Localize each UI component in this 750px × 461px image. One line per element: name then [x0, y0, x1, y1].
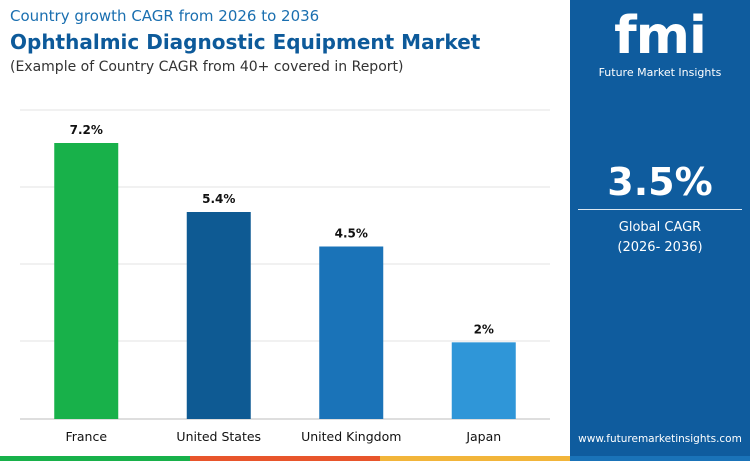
side-panel: fmi Future Market Insights 3.5% Global C… — [570, 0, 750, 461]
bar-united-states — [186, 212, 251, 419]
global-cagr-label: Global CAGR — [618, 220, 702, 235]
category-label: United States — [176, 429, 261, 444]
cagr-divider — [578, 209, 742, 210]
global-cagr-value: 3.5% — [607, 160, 713, 204]
bar-france — [54, 143, 119, 419]
footer-stripe-segment — [190, 456, 380, 461]
global-cagr-period: (2026- 2036) — [617, 240, 703, 255]
category-label: Japan — [465, 429, 501, 444]
bar-japan — [451, 342, 516, 419]
bar-value-label: 7.2% — [70, 123, 103, 137]
logo-text: fmi — [614, 6, 707, 66]
chart-header: Country growth CAGR from 2026 to 2036 Op… — [10, 6, 570, 77]
footer-stripe-segment — [570, 456, 750, 461]
chart-super-title: Country growth CAGR from 2026 to 2036 — [10, 7, 320, 25]
bar-chart: 7.2% 5.4% 4.5% 2% France United States United… — [20, 109, 550, 444]
fmi-logo: fmi Future Market Insights — [570, 6, 750, 84]
category-label: United Kingdom — [301, 429, 401, 444]
website-link[interactable]: www.futuremarketinsights.com — [578, 433, 742, 445]
footer-stripe-segment — [380, 456, 570, 461]
chart-subtitle: (Example of Country CAGR from 40+ covere… — [10, 59, 404, 75]
logo-tagline: Future Market Insights — [598, 66, 722, 79]
bar-value-label: 4.5% — [335, 227, 368, 241]
footer-stripe — [0, 456, 750, 461]
bar-value-label: 5.4% — [202, 192, 235, 206]
chart-title: Ophthalmic Diagnostic Equipment Market — [10, 30, 481, 54]
value-labels: 7.2% 5.4% 4.5% 2% — [70, 123, 494, 336]
bar-united-kingdom — [319, 246, 384, 419]
category-labels: France United States United Kingdom Japan — [65, 429, 501, 444]
bar-value-label: 2% — [474, 322, 494, 336]
bars — [54, 143, 516, 419]
footer-stripe-segment — [0, 456, 190, 461]
category-label: France — [65, 429, 107, 444]
